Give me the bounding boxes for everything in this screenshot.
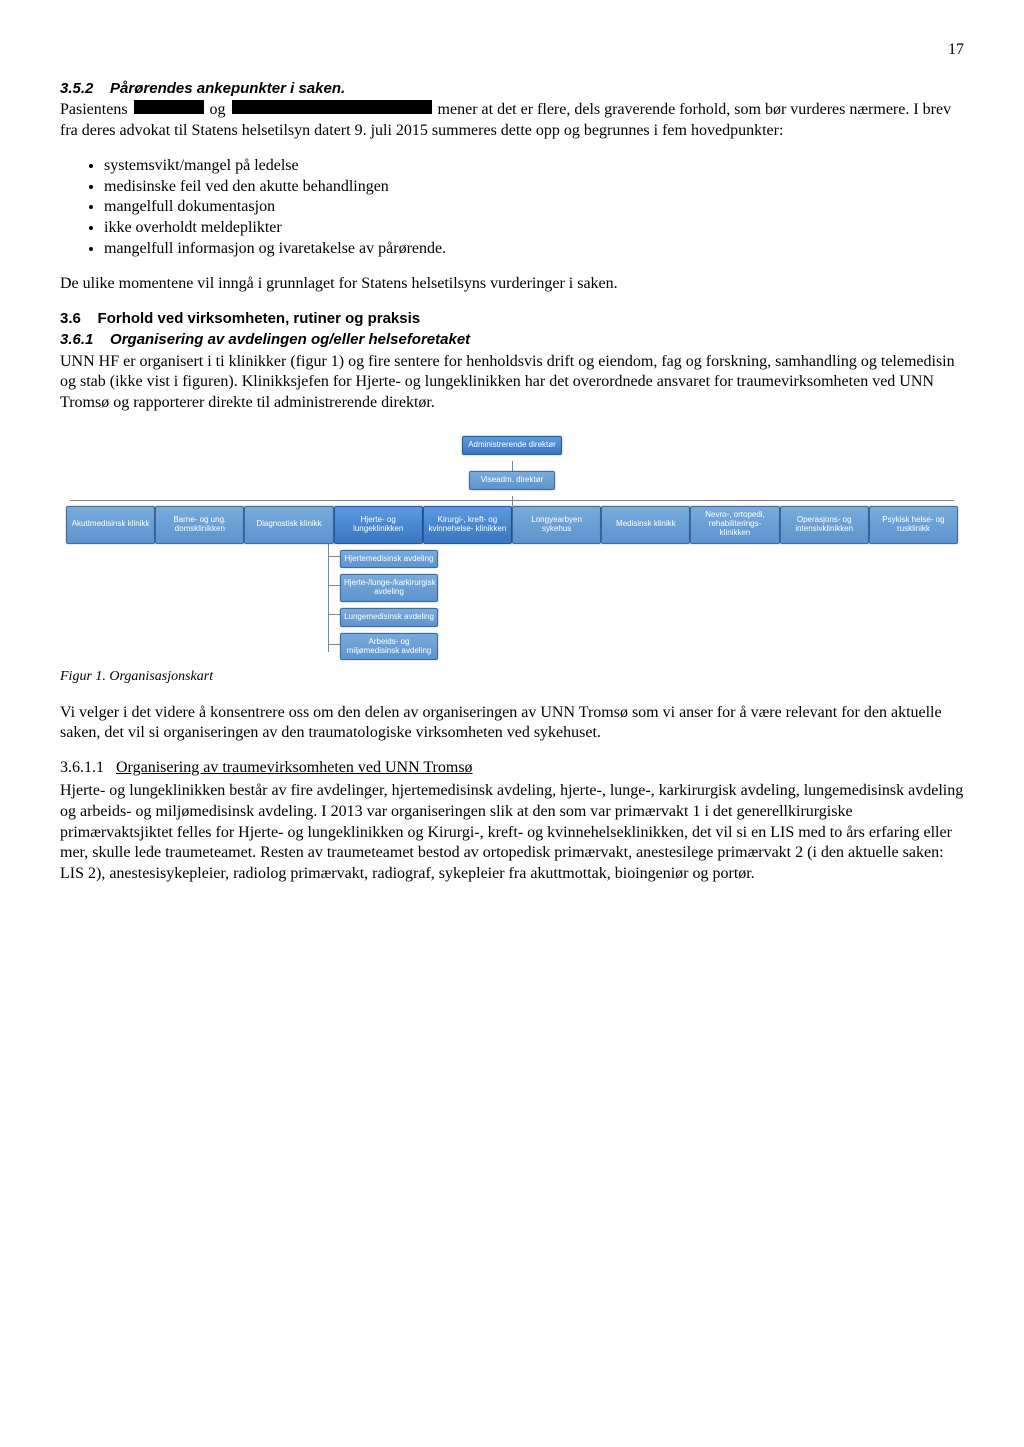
heading-3.6.1: 3.6.1 Organisering av avdelingen og/elle… (60, 330, 964, 350)
org-node-viceadm: Viseadm. direktør (469, 471, 555, 490)
heading-number: 3.6.1.1 (60, 759, 104, 776)
para-after-figure: Vi velger i det videre å konsentrere oss… (60, 703, 964, 745)
org-node-dept: Arbeids- og miljømedisinsk avdeling (340, 633, 438, 661)
para-3.6.1: UNN HF er organisert i ti klinikker (fig… (60, 352, 964, 414)
bullets-parorende: systemsvikt/mangel på ledelse medisinske… (60, 156, 964, 260)
heading-number: 3.5.2 (60, 80, 93, 97)
list-item: mangelfull informasjon og ivaretakelse a… (104, 239, 964, 260)
org-node-dept: Hjerte-/lunge-/karkirurgisk avdeling (340, 574, 438, 602)
list-item: systemsvikt/mangel på ledelse (104, 156, 964, 177)
org-node-clinic: Akuttmedisinsk klinikk (66, 506, 155, 544)
org-node-top: Administrerende direktør (462, 436, 562, 455)
figure-caption: Figur 1. Organisasjonskart (60, 668, 964, 686)
heading-title: Organisering av traumevirksomheten ved U… (116, 759, 473, 776)
org-node-clinic-hjerte: Hjerte- og lungeklinikken (334, 506, 423, 544)
heading-number: 3.6.1 (60, 331, 93, 348)
heading-title: Forhold ved virksomheten, rutiner og pra… (98, 310, 421, 327)
org-node-clinic: Nevro-, ortopedi, rehabiliterings- klini… (690, 506, 779, 544)
list-item: ikke overholdt meldeplikter (104, 218, 964, 239)
heading-3.6.1.1: 3.6.1.1 Organisering av traumevirksomhet… (60, 758, 964, 779)
redaction-block (232, 100, 432, 114)
para-after-bullets: De ulike momentene vil inngå i grunnlage… (60, 274, 964, 295)
page-number: 17 (60, 40, 964, 61)
heading-title: Pårørendes ankepunkter i saken. (110, 80, 345, 97)
org-subcolumn: Hjertemedisinsk avdeling Hjerte-/lunge-/… (340, 544, 964, 661)
list-item: medisinske feil ved den akutte behandlin… (104, 177, 964, 198)
org-node-dept: Hjertemedisinsk avdeling (340, 550, 438, 569)
org-node-clinic: Medisinsk klinikk (601, 506, 690, 544)
heading-3.6: 3.6 Forhold ved virksomheten, rutiner og… (60, 309, 964, 329)
para-3.6.1.1: Hjerte- og lungeklinikken består av fire… (60, 781, 964, 885)
org-node-clinic: Barne- og ung. domsklinikken (155, 506, 244, 544)
heading-title: Organisering av avdelingen og/eller hels… (110, 331, 470, 348)
org-node-clinic: Diagnostisk klinikk (244, 506, 333, 544)
org-node-clinic: Kirurgi-, kreft- og kvinnehelse- klinikk… (423, 506, 512, 544)
org-node-clinic: Psykisk helse- og rusklinikk (869, 506, 958, 544)
text-fragment: Pasientens (60, 101, 128, 118)
connector-line (70, 500, 954, 501)
connector-line (512, 461, 513, 471)
connector-line (328, 544, 329, 653)
org-chart: Administrerende direktør Viseadm. direkt… (60, 436, 964, 660)
org-node-clinic: Operasjons- og intensivklinikken (780, 506, 869, 544)
org-node-clinic: Longyearbyen sykehus (512, 506, 601, 544)
heading-3.5.2: 3.5.2 Pårørendes ankepunkter i saken. (60, 79, 964, 99)
org-node-dept: Lungemedisinsk avdeling (340, 608, 438, 627)
connector-line (512, 496, 513, 506)
para-parorende-intro: Pasientens og mener at det er flere, del… (60, 100, 964, 142)
list-item: mangelfull dokumentasjon (104, 197, 964, 218)
redaction-block (134, 100, 204, 114)
org-row-clinics: Akuttmedisinsk klinikk Barne- og ung. do… (60, 506, 964, 544)
heading-number: 3.6 (60, 310, 81, 327)
text-fragment: og (210, 101, 226, 118)
